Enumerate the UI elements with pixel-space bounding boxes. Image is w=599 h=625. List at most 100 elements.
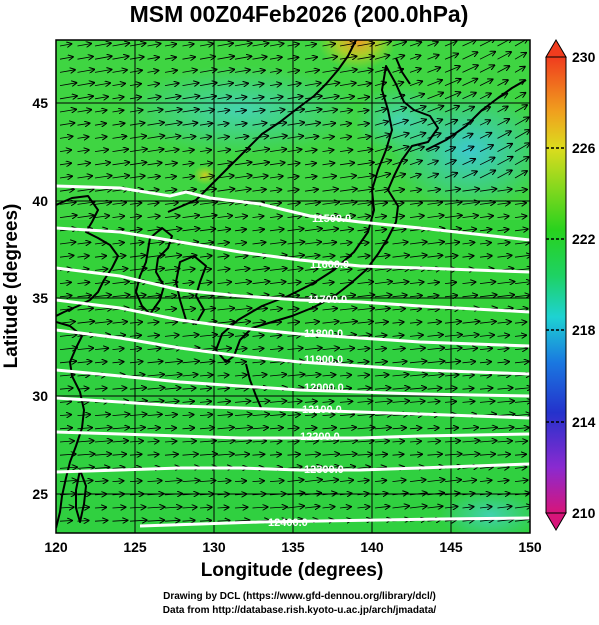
wind-arrow [147,242,164,244]
wind-arrow [479,295,497,297]
wind-arrow [112,414,130,416]
wind-arrow [182,136,196,138]
wind-arrow [339,493,352,494]
wind-arrow [479,467,493,469]
wind-arrow [77,96,94,99]
wind-arrow [252,428,268,429]
y-axis: 25 30 35 40 45 Latitude (degrees) [1,95,48,502]
y-tick-label: 30 [32,388,48,404]
wind-arrow [182,255,197,257]
wind-arrow [164,296,176,297]
wind-arrow [94,321,112,323]
wind-arrow [322,229,339,231]
wind-arrow [409,174,421,178]
wind-arrow [427,215,444,217]
wind-arrow [479,362,491,363]
wind-arrow [129,335,141,336]
wind-arrow [252,282,270,284]
wind-arrow [322,295,336,297]
wind-arrow [392,82,404,85]
wind-arrow [182,296,194,297]
wind-arrow [444,282,456,283]
wind-arrow [234,454,249,455]
wind-arrow [77,189,94,191]
wind-arrow [269,441,281,442]
wind-arrow [199,282,212,283]
y-tick-label: 40 [32,193,48,209]
wind-arrow [287,44,299,46]
wind-arrow [339,480,353,482]
contour-label: 12200.0 [300,431,340,443]
wind-arrow [234,322,250,324]
wind-arrow [287,96,303,99]
wind-arrow [392,493,408,495]
wind-arrow [462,147,474,152]
wind-arrow [234,375,247,376]
wind-arrow [427,388,442,389]
wind-arrow [182,150,194,152]
contour-label: 12400.0 [268,517,308,529]
wind-arrow [514,40,528,47]
wind-arrow [59,96,77,99]
wind-arrow [514,441,527,442]
wind-arrow [444,348,462,350]
wind-arrow [392,506,410,508]
wind-arrow [462,134,473,139]
wind-arrow [94,282,109,284]
wind-arrow [374,216,386,218]
height-contour [56,328,530,376]
wind-arrow [94,123,106,125]
wind-arrow [234,149,250,151]
wind-arrow [287,123,305,126]
wind-arrow [304,163,316,165]
wind-arrow [462,388,474,389]
wind-arrow [182,83,199,86]
wind-arrow [427,106,444,113]
height-contour [56,396,530,420]
wind-arrow [339,308,357,310]
plot-area: 11500.0 11600.0 11700.0 11800.0 11900.0 12000… [56,40,530,533]
wind-arrow [444,375,458,376]
wind-arrow [94,176,112,178]
wind-arrow [304,348,322,350]
wind-arrow [199,57,215,60]
wind-arrow [129,295,146,297]
wind-arrow [304,83,321,86]
wind-arrow [462,454,480,455]
wind-arrow [269,481,284,482]
wind-arrow [497,506,512,508]
wind-arrow [59,176,72,178]
wind-arrow [182,202,198,204]
y-tick-label: 45 [32,95,48,111]
wind-arrow [77,176,93,178]
wind-arrow [357,507,370,508]
wind-arrow [147,335,160,336]
wind-arrow [129,110,143,112]
wind-arrow [217,481,231,482]
wind-arrow [409,388,426,390]
wind-arrow [164,428,176,429]
wind-arrow [392,454,404,455]
wind-arrow [444,41,456,47]
wind-arrow [147,149,164,152]
wind-arrow [462,348,478,350]
wind-arrow [182,96,200,99]
wind-arrow [199,388,211,389]
wind-arrow [217,269,230,271]
wind-arrow [112,136,127,138]
wind-arrow [497,493,510,495]
wind-arrow [182,454,198,455]
wind-arrow [339,70,357,73]
wind-arrow [514,493,530,495]
wind-arrow [479,229,491,231]
wind-arrow [427,441,441,442]
wind-arrow [357,269,372,271]
wind-arrow [357,123,369,125]
wind-arrow [339,507,351,508]
wind-arrow [409,69,421,73]
contour-label: 12100.0 [302,404,342,416]
wind-arrow [339,137,351,139]
wind-arrow [357,70,373,73]
wind-arrow [164,57,176,59]
wind-arrow [339,229,353,231]
